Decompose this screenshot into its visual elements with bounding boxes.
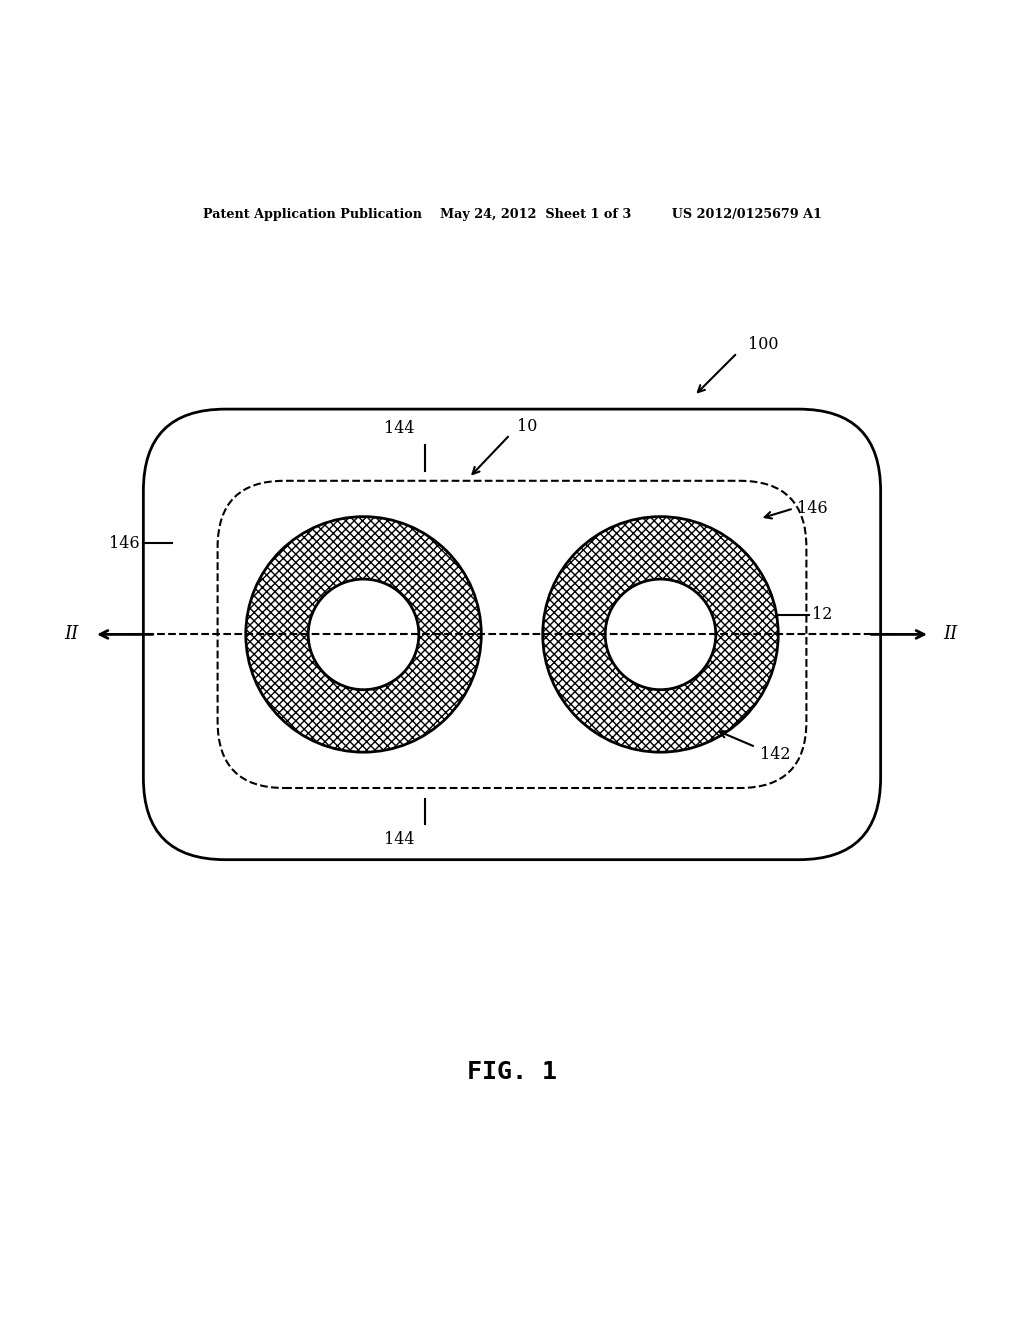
Circle shape [308,579,419,689]
Text: 12: 12 [812,606,833,623]
Circle shape [543,516,778,752]
Text: 146: 146 [797,500,827,517]
Text: 10: 10 [517,418,538,436]
Text: II: II [65,626,79,643]
Text: FIG. 1: FIG. 1 [467,1060,557,1084]
Text: 142: 142 [760,746,791,763]
Text: Patent Application Publication    May 24, 2012  Sheet 1 of 3         US 2012/012: Patent Application Publication May 24, 2… [203,209,821,220]
Circle shape [246,516,481,752]
Text: 144: 144 [384,420,415,437]
Text: 100: 100 [748,337,778,354]
Text: 144: 144 [384,832,415,847]
Circle shape [605,579,716,689]
Text: 146: 146 [109,535,139,552]
Text: II: II [943,626,957,643]
